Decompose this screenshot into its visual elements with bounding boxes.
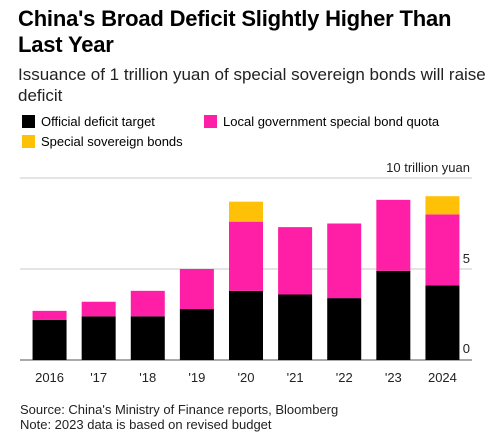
x-tick-label-0: 2016	[35, 370, 64, 385]
legend-swatch-official-deficit	[22, 115, 35, 128]
x-tick-label-8: 2024	[428, 370, 457, 385]
legend-item-official-deficit: Official deficit target	[22, 114, 155, 129]
bar-22-series-0	[327, 298, 362, 360]
x-tick-label-6: '22	[336, 370, 353, 385]
source-note: Source: China's Ministry of Finance repo…	[20, 402, 339, 417]
bar-19-series-0	[179, 309, 214, 360]
bar-17-series-0	[81, 316, 116, 360]
y-tick-label-0: 0	[463, 341, 470, 356]
bar-2024-series-1	[425, 214, 460, 286]
x-tick-label-1: '17	[90, 370, 107, 385]
bar-21-series-0	[278, 294, 313, 360]
chart-title: China's Broad Deficit Slightly Higher Th…	[18, 6, 452, 57]
legend-label-official-deficit: Official deficit target	[41, 114, 155, 129]
bar-20-series-2	[229, 201, 263, 222]
bar-2016-series-0	[32, 319, 67, 360]
bar-17-series-1	[81, 301, 116, 317]
bar-23-series-1	[376, 199, 411, 271]
x-tick-label-4: '20	[238, 370, 255, 385]
legend-label-local-government: Local government special bond quota	[223, 114, 440, 129]
chart-subtitle: Issuance of 1 trillion yuan of special s…	[18, 65, 486, 105]
legend-label-special-sovereign: Special sovereign bonds	[41, 134, 183, 149]
x-tick-label-3: '19	[188, 370, 205, 385]
legend-swatch-special-sovereign	[22, 135, 35, 148]
bar-21-series-1	[278, 227, 313, 295]
bar-20-series-1	[229, 221, 263, 291]
x-tick-label-2: '18	[139, 370, 156, 385]
legend-swatch-local-government	[204, 115, 217, 128]
bar-20-series-0	[229, 290, 263, 360]
legend-item-special-sovereign: Special sovereign bonds	[22, 134, 183, 149]
bar-2016-series-1	[32, 310, 67, 320]
y-tick-label-2: 10 trillion yuan	[386, 160, 470, 175]
bar-2024-series-0	[425, 285, 460, 360]
bar-2024-series-2	[425, 196, 460, 215]
x-tick-label-7: '23	[385, 370, 402, 385]
bar-18-series-0	[130, 316, 165, 360]
data-note: Note: 2023 data is based on revised budg…	[20, 417, 272, 432]
bar-18-series-1	[130, 290, 165, 317]
legend-item-local-government: Local government special bond quota	[204, 114, 439, 129]
bar-23-series-0	[376, 270, 411, 360]
footer: Source: China's Ministry of Finance repo…	[20, 402, 338, 432]
x-tick-label-5: '21	[287, 370, 304, 385]
bar-19-series-1	[179, 269, 214, 310]
y-tick-label-1: 5	[463, 251, 470, 266]
bar-22-series-1	[327, 223, 362, 299]
